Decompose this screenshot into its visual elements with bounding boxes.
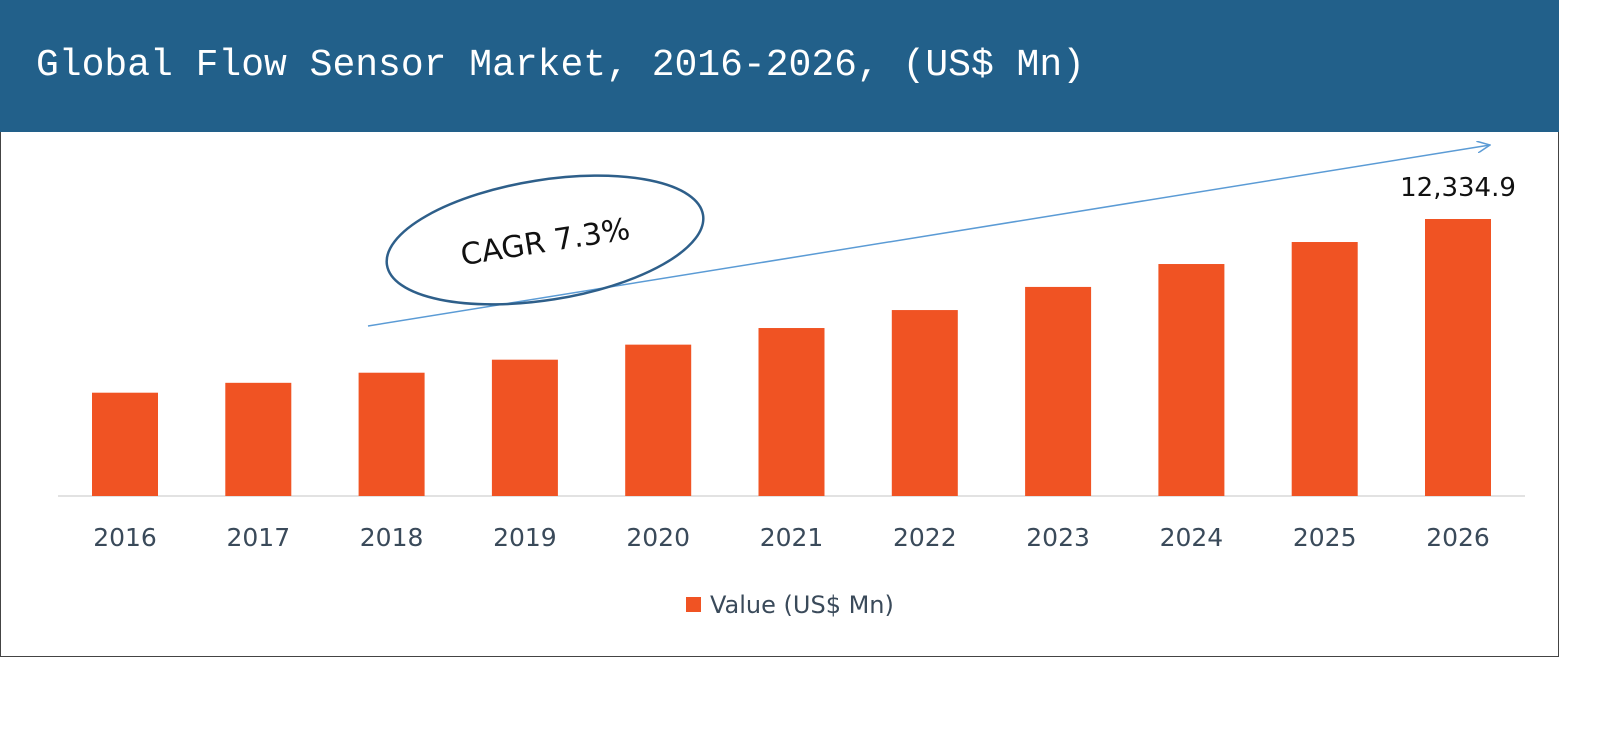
bar-2017 xyxy=(225,382,292,496)
legend-swatch xyxy=(686,597,701,612)
chart-title: Global Flow Sensor Market, 2016-2026, (U… xyxy=(36,44,1085,87)
x-tick-2017: 2017 xyxy=(226,523,290,552)
bar-2020 xyxy=(625,344,692,496)
x-tick-2022: 2022 xyxy=(893,523,957,552)
bar-2016 xyxy=(92,392,158,496)
bar-2025 xyxy=(1291,242,1358,496)
x-tick-2019: 2019 xyxy=(493,523,557,552)
bar-2022 xyxy=(891,310,958,496)
x-tick-2016: 2016 xyxy=(93,523,157,552)
x-tick-2020: 2020 xyxy=(626,523,690,552)
bar-2023 xyxy=(1025,286,1092,496)
x-tick-2024: 2024 xyxy=(1160,523,1224,552)
cagr-ellipse xyxy=(385,174,705,306)
data-label-2026: 12,334.9 xyxy=(1400,173,1516,203)
bar-2021 xyxy=(758,328,825,496)
x-tick-2025: 2025 xyxy=(1293,523,1357,552)
bar-2018 xyxy=(358,372,425,496)
x-tick-2018: 2018 xyxy=(360,523,424,552)
bar-2026 xyxy=(1425,219,1491,496)
x-tick-2026: 2026 xyxy=(1426,523,1490,552)
title-bar: Global Flow Sensor Market, 2016-2026, (U… xyxy=(0,0,1559,132)
x-tick-2021: 2021 xyxy=(760,523,824,552)
trend-arrow xyxy=(367,145,1490,327)
x-tick-2023: 2023 xyxy=(1026,523,1090,552)
bar-2024 xyxy=(1158,264,1225,496)
cagr-annotation: CAGR 7.3% xyxy=(458,212,632,273)
chart-frame xyxy=(0,132,1559,657)
legend-label: Value (US$ Mn) xyxy=(710,591,894,619)
bar-2019 xyxy=(491,359,558,496)
